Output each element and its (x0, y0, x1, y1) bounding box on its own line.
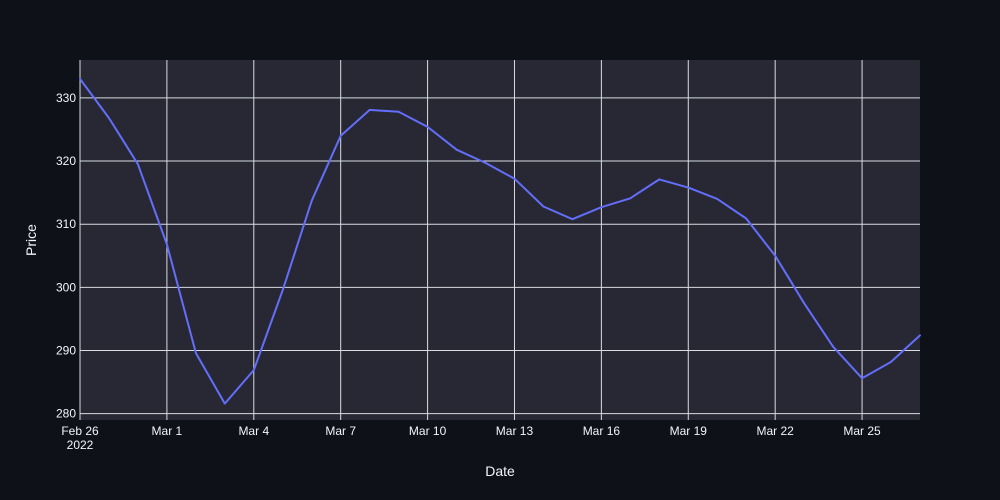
data-point[interactable] (424, 123, 432, 131)
y-axis-ticks: 280 290 300 310 320 330 (56, 91, 76, 421)
x-tick-label: Feb 26 (61, 424, 99, 438)
data-point[interactable] (221, 400, 229, 408)
data-point[interactable] (337, 132, 345, 140)
x-tick-sublabel: 2022 (67, 438, 94, 452)
data-point[interactable] (568, 215, 576, 223)
data-point[interactable] (395, 108, 403, 116)
series-layer (76, 75, 924, 408)
data-point[interactable] (713, 195, 721, 203)
x-axis-title: Date (485, 463, 515, 479)
data-point[interactable] (250, 366, 258, 374)
data-point[interactable] (134, 160, 142, 168)
data-point[interactable] (742, 215, 750, 223)
y-tick-label: 320 (56, 154, 76, 168)
y-tick-label: 300 (56, 280, 76, 294)
y-tick-label: 330 (56, 91, 76, 105)
data-point[interactable] (829, 343, 837, 351)
price-series-line[interactable] (79, 77, 921, 405)
data-point[interactable] (76, 75, 84, 83)
data-point[interactable] (771, 252, 779, 260)
data-point[interactable] (684, 184, 692, 192)
data-point[interactable] (453, 146, 461, 154)
plot-area[interactable] (80, 60, 920, 420)
x-tick-label: Mar 16 (583, 424, 621, 438)
x-tick-label: Mar 1 (152, 424, 183, 438)
y-tick-label: 290 (56, 344, 76, 358)
data-point[interactable] (858, 374, 866, 382)
y-tick-label: 310 (56, 217, 76, 231)
data-point[interactable] (366, 106, 374, 114)
data-point[interactable] (916, 331, 924, 339)
grid-lines (79, 60, 920, 420)
data-point[interactable] (163, 240, 171, 248)
x-tick-label: Mar 7 (325, 424, 356, 438)
y-tick-label: 280 (56, 407, 76, 421)
data-point[interactable] (482, 159, 490, 167)
data-point[interactable] (511, 175, 519, 183)
data-point[interactable] (192, 349, 200, 357)
x-tick-label: Mar 19 (670, 424, 708, 438)
data-point[interactable] (655, 175, 663, 183)
data-point[interactable] (105, 114, 113, 122)
data-point[interactable] (800, 299, 808, 307)
x-tick-label: Mar 22 (756, 424, 794, 438)
x-tick-label: Mar 25 (843, 424, 881, 438)
x-tick-label: Mar 4 (238, 424, 269, 438)
x-tick-label: Mar 10 (409, 424, 447, 438)
data-point[interactable] (308, 197, 316, 205)
x-tick-label: Mar 13 (496, 424, 534, 438)
data-point[interactable] (539, 203, 547, 211)
data-point[interactable] (887, 358, 895, 366)
data-point[interactable] (597, 203, 605, 211)
y-axis-title: Price (23, 224, 39, 256)
data-point[interactable] (626, 194, 634, 202)
data-point[interactable] (279, 286, 287, 294)
